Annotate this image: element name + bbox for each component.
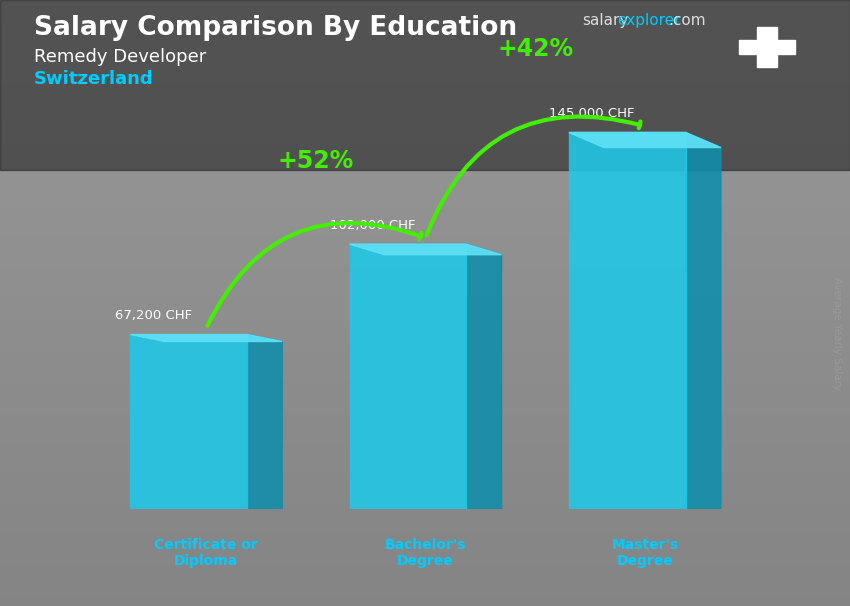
Text: Bachelor's
Degree: Bachelor's Degree bbox=[385, 538, 467, 568]
Text: Certificate or
Diploma: Certificate or Diploma bbox=[155, 538, 258, 568]
Text: +52%: +52% bbox=[278, 149, 354, 173]
Polygon shape bbox=[686, 133, 721, 509]
Text: Master's
Degree: Master's Degree bbox=[611, 538, 678, 568]
Text: 102,000 CHF: 102,000 CHF bbox=[330, 219, 416, 231]
Bar bbox=[569, 133, 686, 509]
Text: .com: .com bbox=[668, 13, 706, 28]
Text: salary: salary bbox=[582, 13, 629, 28]
Polygon shape bbox=[569, 133, 721, 147]
Text: +42%: +42% bbox=[497, 38, 573, 61]
Bar bbox=[130, 335, 247, 509]
Text: Switzerland: Switzerland bbox=[34, 70, 154, 88]
Polygon shape bbox=[247, 335, 282, 509]
Text: Average Yearly Salary: Average Yearly Salary bbox=[832, 277, 842, 390]
Bar bbox=[0, 0, 850, 170]
Bar bbox=[349, 244, 467, 509]
Text: 67,200 CHF: 67,200 CHF bbox=[115, 309, 192, 322]
Text: Salary Comparison By Education: Salary Comparison By Education bbox=[34, 15, 517, 41]
Text: Remedy Developer: Remedy Developer bbox=[34, 48, 207, 67]
Polygon shape bbox=[349, 244, 502, 255]
Text: 145,000 CHF: 145,000 CHF bbox=[549, 107, 635, 120]
Bar bbox=[739, 40, 796, 54]
Text: explorer: explorer bbox=[617, 13, 681, 28]
Polygon shape bbox=[467, 244, 502, 509]
Bar bbox=[757, 27, 777, 67]
Polygon shape bbox=[130, 335, 282, 342]
